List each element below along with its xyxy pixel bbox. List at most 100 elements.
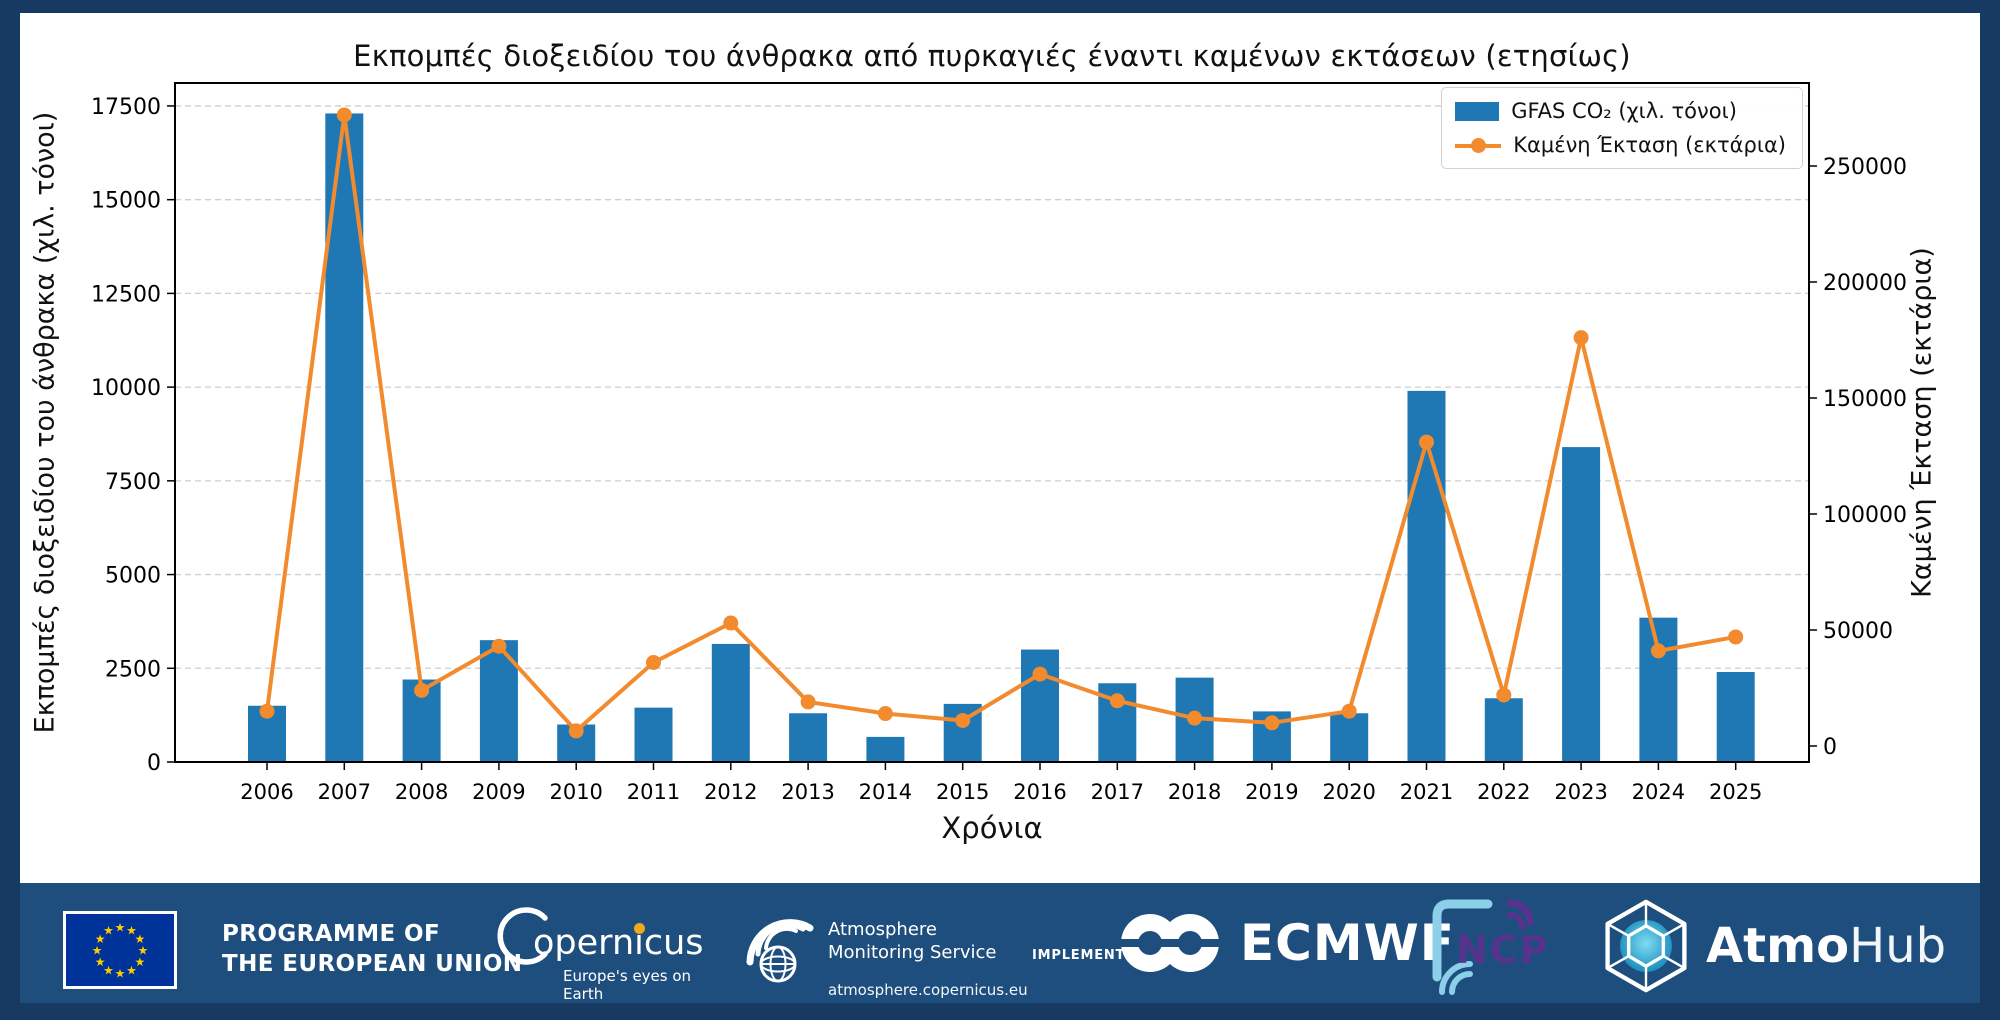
eu-star-icon: ★ (115, 967, 126, 981)
x-tick: 2007 (318, 780, 371, 804)
eu-star-icon: ★ (135, 932, 146, 946)
eu-star-icon: ★ (103, 963, 114, 977)
line-marker-2023 (1573, 330, 1589, 346)
atmohub-wordmark: AtmoHub (1706, 918, 1946, 974)
x-tick: 2009 (472, 780, 525, 804)
legend-label-co2: GFAS CO₂ (χιλ. τόνοι) (1511, 99, 1737, 123)
x-tick: 2010 (549, 780, 602, 804)
y-tick-left: 10000 (91, 376, 161, 401)
y-tick-right: 100000 (1823, 503, 1907, 528)
bar-2014 (866, 736, 905, 762)
y-tick-left: 17500 (91, 95, 161, 120)
eu-programme-line2: THE EUROPEAN UNION (222, 951, 523, 977)
line-marker-2015 (955, 712, 971, 728)
ams-globe-icon (746, 919, 814, 983)
line-marker-2009 (491, 638, 507, 654)
ams-text: Atmosphere Monitoring Service atmosphere… (828, 900, 1028, 1002)
y-tick-left: 0 (147, 751, 161, 776)
y-tick-right: 0 (1823, 735, 1837, 760)
eu-star-icon: ★ (92, 944, 103, 958)
y-tick-right: 50000 (1823, 619, 1893, 644)
bar-2013 (789, 713, 828, 762)
x-tick: 2012 (704, 780, 757, 804)
bar-2021 (1407, 390, 1446, 762)
eu-star-icon: ★ (115, 921, 126, 935)
x-tick: 2014 (859, 780, 912, 804)
copernicus-tagline: Europe's eyes on Earth (563, 967, 692, 1003)
x-tick: 2006 (240, 780, 293, 804)
y-tick-left: 12500 (91, 282, 161, 307)
eu-star-icon: ★ (95, 955, 106, 969)
copernicus-c-icon (497, 907, 548, 965)
line-marker-2014 (877, 706, 893, 722)
copernicus-logo: opernicus Europe's eyes on Earth (493, 903, 723, 1003)
x-tick: 2024 (1632, 780, 1685, 804)
atmosphere-monitoring-service-logo: Atmosphere Monitoring Service atmosphere… (742, 900, 1028, 1002)
copernicus-dot-icon (634, 923, 645, 934)
line-marker-2011 (646, 654, 661, 670)
line-marker-2020 (1341, 703, 1357, 719)
chart-title: Εκπομπές διοξειδίου του άνθρακα από πυρκ… (353, 39, 1631, 73)
legend: GFAS CO₂ (χιλ. τόνοι) Καμένη Έκταση (εκτ… (1441, 87, 1803, 169)
y-tick-right: 250000 (1823, 155, 1907, 180)
line-marker-2024 (1650, 643, 1666, 659)
x-tick: 2017 (1091, 780, 1144, 804)
line-marker-2010 (568, 723, 584, 739)
eu-flag-icon: ★ ★ ★ ★ ★ ★ ★ ★ ★ ★ ★ ★ (63, 911, 177, 989)
bar-2024 (1639, 617, 1678, 762)
x-tick: 2021 (1400, 780, 1453, 804)
legend-item-co2: GFAS CO₂ (χιλ. τόνοι) (1455, 99, 1786, 123)
x-tick: 2018 (1168, 780, 1221, 804)
x-axis-label: Χρόνια (941, 811, 1043, 845)
x-tick: 2023 (1554, 780, 1607, 804)
line-marker-2006 (259, 703, 275, 719)
x-tick: 2016 (1013, 780, 1066, 804)
atmohub-wordmark-light: Hub (1849, 918, 1947, 974)
legend-line-swatch-icon (1455, 136, 1502, 155)
eu-star-icon: ★ (95, 932, 106, 946)
x-tick: 2013 (781, 780, 834, 804)
y-axis-label-right: Καμένη Έκταση (εκτάρια) (1906, 247, 1938, 598)
copernicus-wordmark: opernicus (533, 923, 704, 963)
eu-star-icon: ★ (126, 963, 137, 977)
line-marker-2008 (414, 682, 430, 698)
chart-plot-area: 0 2500 5000 7500 10000 12500 15000 17500 0 50000 1… (91, 82, 1907, 804)
ncp-wordmark: NCP (1456, 928, 1550, 972)
line-marker-2017 (1109, 693, 1125, 709)
legend-item-burned-area: Καμένη Έκταση (εκτάρια) (1455, 133, 1786, 157)
x-tick: 2022 (1477, 780, 1530, 804)
y-tick-left: 7500 (105, 470, 161, 495)
y-tick-left: 2500 (105, 657, 161, 682)
ams-line1: Atmosphere (828, 919, 937, 940)
ecmwf-logo: ECMWF (1116, 903, 1455, 983)
chart-panel: Εκπομπές διοξειδίου του άνθρακα από πυρκ… (20, 13, 1980, 883)
bar-2023 (1562, 447, 1601, 762)
eu-programme-text: PROGRAMME OF THE EUROPEAN UNION (222, 919, 522, 979)
y-tick-left: 5000 (105, 564, 161, 589)
legend-label-burned-area: Καμένη Έκταση (εκτάρια) (1513, 133, 1786, 157)
line-marker-2007 (336, 107, 352, 123)
y-tick-right: 150000 (1823, 387, 1907, 412)
y-tick-right: 200000 (1823, 271, 1907, 296)
atmohub-logo: AtmoHub (1598, 898, 1946, 994)
ecmwf-wordmark: ECMWF (1240, 914, 1455, 972)
plot-frame (174, 82, 1810, 763)
line-marker-2021 (1419, 434, 1434, 450)
eu-programme-line1: PROGRAMME OF (222, 921, 441, 947)
bar-2012 (711, 643, 750, 762)
line-marker-2022 (1496, 687, 1512, 703)
x-tick: 2015 (936, 780, 989, 804)
footer-logo-band: ★ ★ ★ ★ ★ ★ ★ ★ ★ ★ ★ ★ PROGRAMME OF THE EUROPEAN U… (20, 883, 1980, 1003)
y-axis-label-left: Εκπομπές διοξειδίου του άνθρακα (χιλ. τό… (29, 111, 61, 734)
line-marker-2013 (800, 694, 816, 710)
bar-2022 (1484, 698, 1523, 762)
eu-star-icon: ★ (103, 924, 114, 938)
burned-area-line (265, 112, 1737, 733)
ecmwf-icon (1116, 914, 1234, 972)
bar-2011 (634, 707, 673, 762)
bar-2025 (1716, 672, 1755, 762)
bar-2016 (1021, 649, 1059, 762)
bar-2020 (1330, 713, 1369, 762)
line-marker-2016 (1032, 666, 1048, 682)
ncp-logo: NCP (1422, 895, 1552, 999)
